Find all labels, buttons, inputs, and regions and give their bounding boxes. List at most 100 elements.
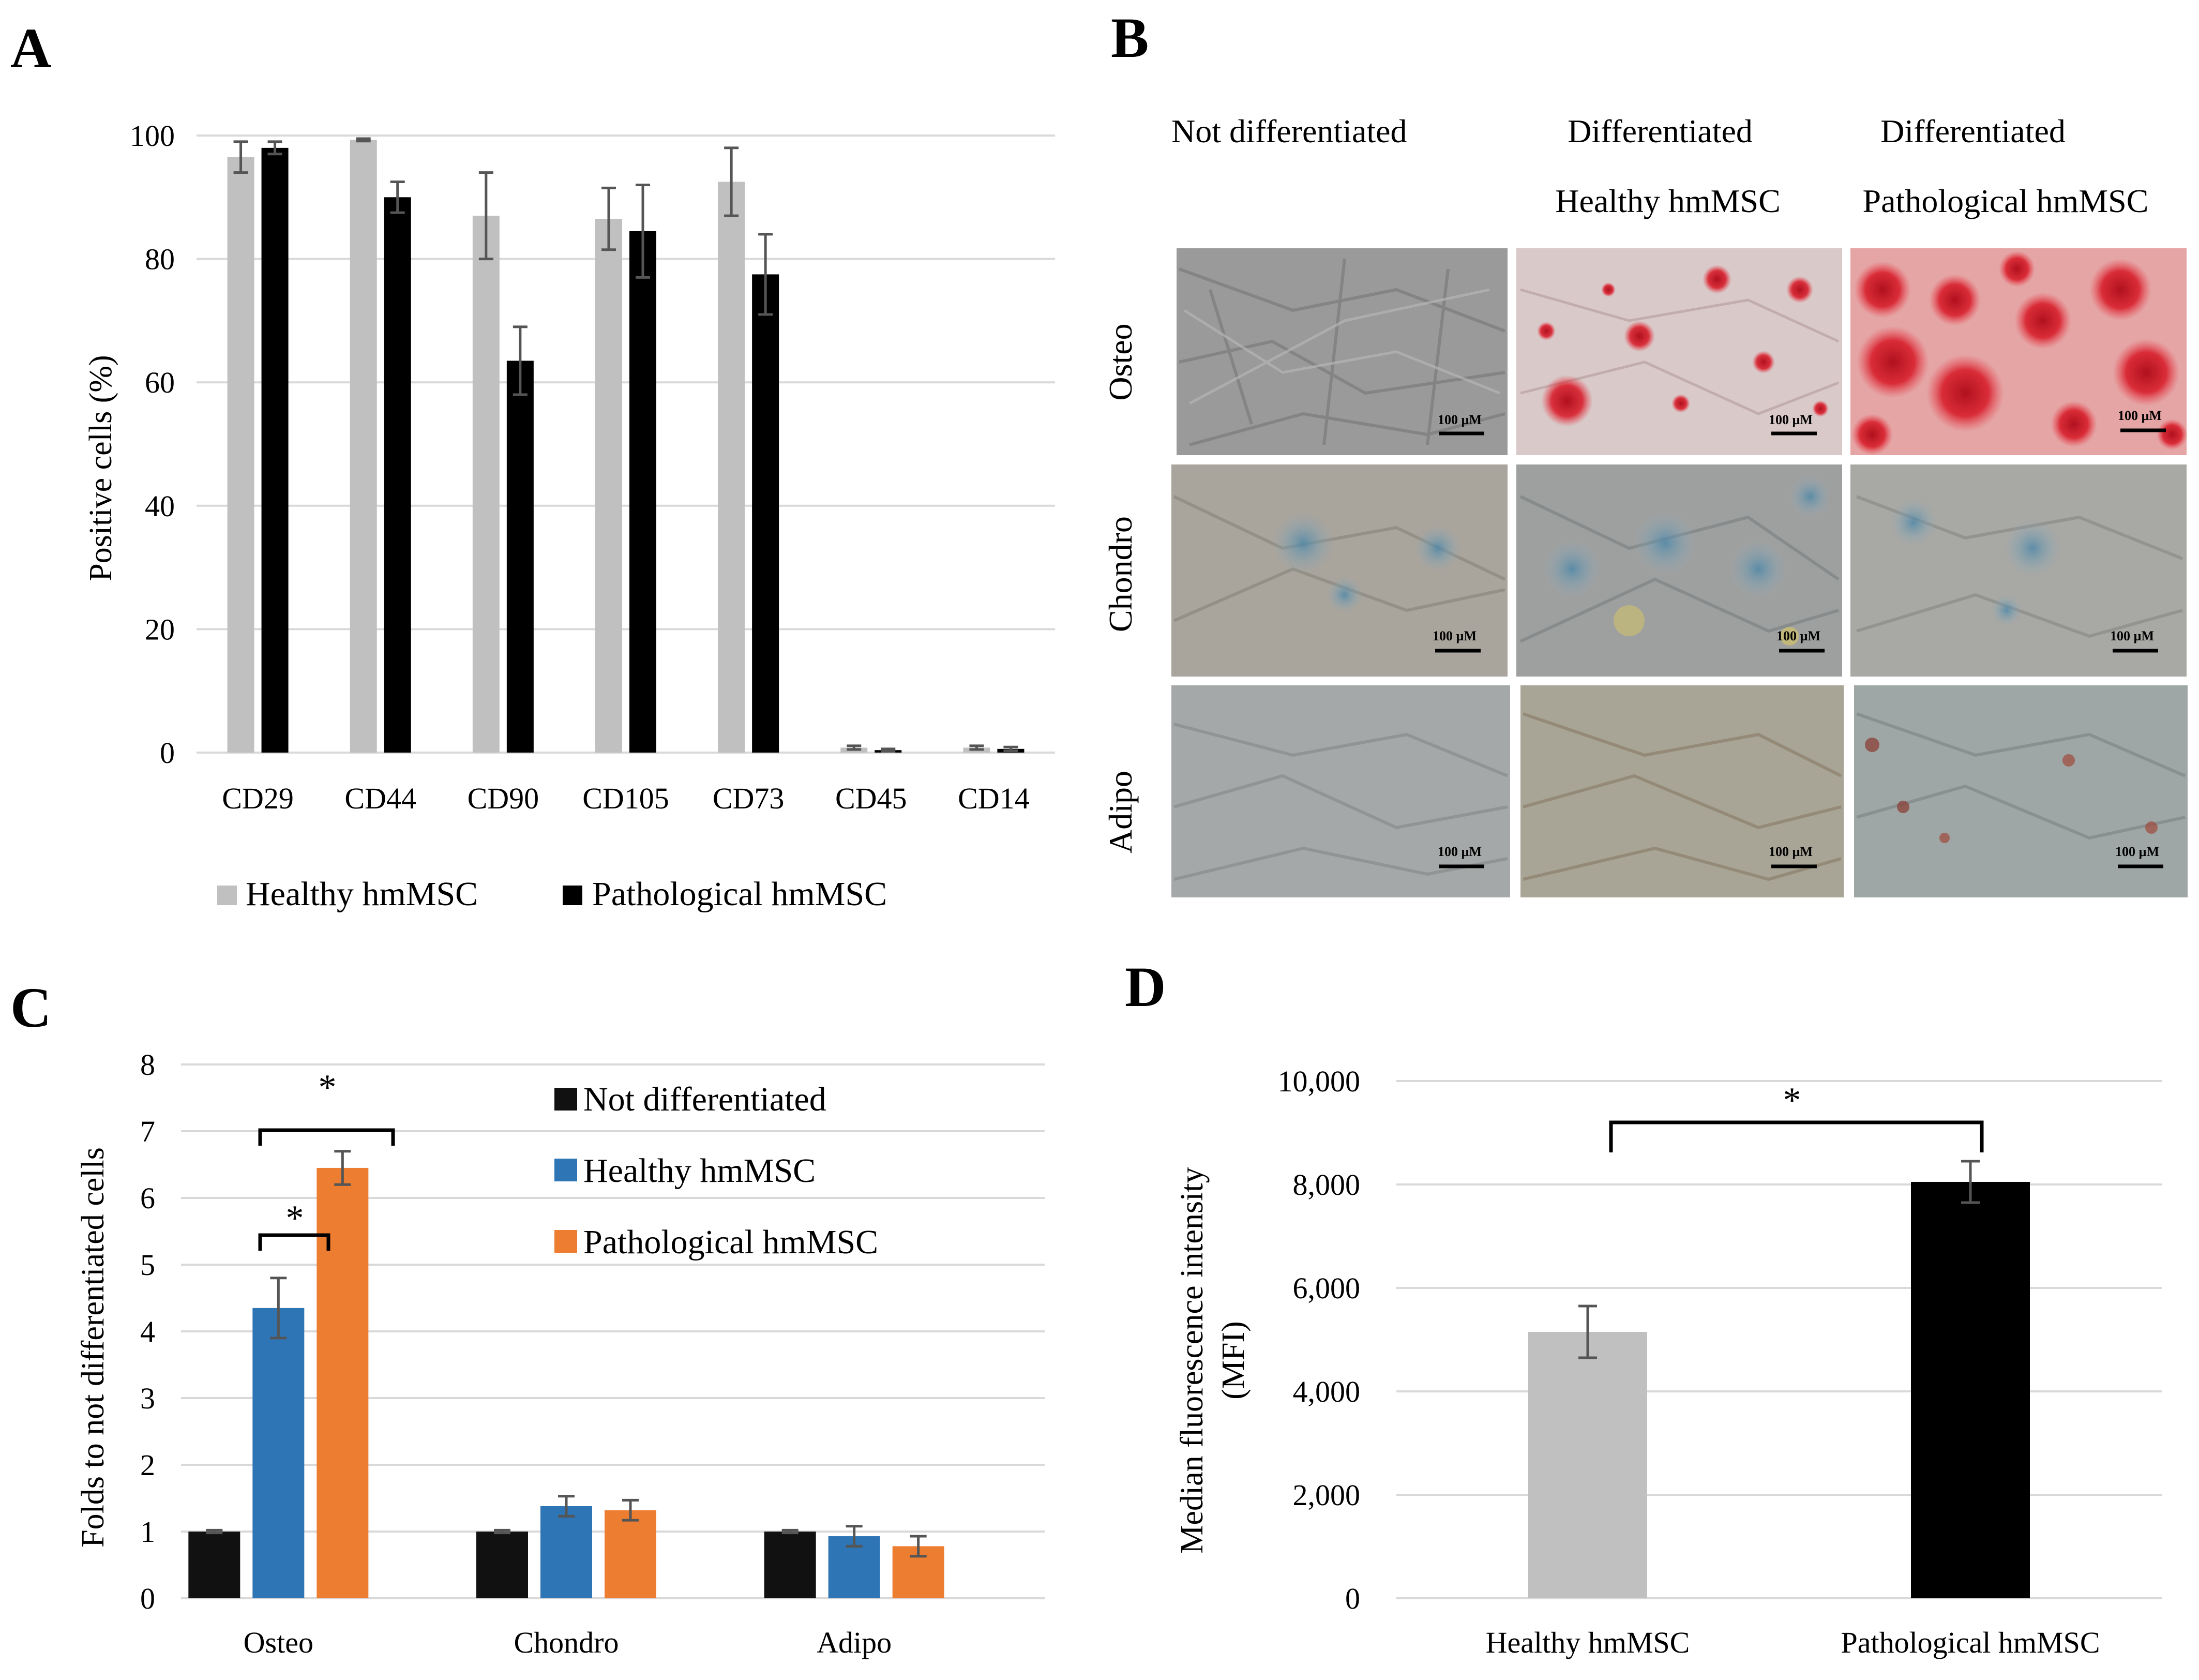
scale-label: 100 µM: [1438, 844, 1482, 859]
x-tick-label: CD29: [222, 782, 294, 815]
bar: [764, 1532, 816, 1598]
y-tick-label: 0: [160, 736, 175, 770]
x-tick-label: CD14: [958, 782, 1030, 815]
row-label-adipo: Adipo: [1102, 771, 1139, 853]
x-tick-label: CD105: [582, 782, 669, 815]
legend-swatch-not-differentiated: [554, 1088, 577, 1111]
panel-letter-c: C: [10, 976, 51, 1039]
x-tick-label: CD73: [713, 782, 785, 815]
y-tick-label: 0: [1345, 1582, 1360, 1615]
y-tick-label: 7: [140, 1115, 155, 1148]
significance-bracket: [258, 1233, 330, 1251]
y-tick-label: 10,000: [1278, 1064, 1361, 1098]
x-tick-label: Adipo: [817, 1626, 892, 1659]
panel-letter-a: A: [10, 17, 51, 80]
legend-swatch-pathological: [554, 1230, 577, 1253]
chart-a: 0 20 40 60 80 100 CD29 CD44 CD90 CD105 CD73 CD45 CD1…: [83, 119, 1055, 913]
y-tick-label: 0: [140, 1582, 155, 1615]
chart-c: 0 1 2 3 4 5 6 7 8 Osteo Chondro Adipo Folds to not …: [76, 1048, 1045, 1659]
y-tick-label: 100: [130, 119, 175, 153]
scale-label: 100 µM: [1438, 412, 1482, 427]
micrograph-chondro-healthy: [1516, 464, 1842, 677]
x-tick-label: Osteo: [244, 1626, 313, 1659]
bar: [350, 140, 377, 753]
bar: [476, 1532, 528, 1598]
y-tick-label: 4: [140, 1315, 155, 1348]
micrograph-chondro-pathological: [1850, 464, 2187, 677]
legend-swatch-healthy: [554, 1159, 577, 1181]
micrograph-osteo-pathological: [1850, 248, 2188, 455]
x-tick-label: Chondro: [514, 1626, 619, 1659]
scale-label: 100 µM: [2115, 844, 2159, 859]
bar: [317, 1167, 369, 1598]
significance-star: *: [1783, 1081, 1801, 1120]
bar: [261, 147, 289, 753]
significance-bracket: [258, 1128, 395, 1146]
significance-star: *: [319, 1068, 337, 1107]
col-header-3-line1: Differentiated: [1880, 113, 2066, 149]
scale-label: 100 µM: [1769, 412, 1813, 427]
chart-a-y-axis-label: Positive cells (%): [83, 355, 118, 581]
legend-label-healthy: Healthy hmMSC: [246, 875, 478, 913]
bar: [629, 231, 656, 753]
bar: [227, 157, 254, 753]
y-tick-label: 8: [140, 1048, 155, 1082]
y-tick-label: 2: [140, 1448, 155, 1482]
panel-letter-d: D: [1125, 955, 1166, 1018]
chart-c-y-axis-label: Folds to not differentiated cells: [76, 1147, 111, 1548]
y-tick-label: 1: [140, 1515, 155, 1549]
bar: [188, 1532, 240, 1598]
micrograph-osteo-healthy: [1516, 248, 1842, 455]
bar: [252, 1308, 305, 1598]
bar: [540, 1506, 592, 1598]
scale-label: 100 µM: [2110, 628, 2154, 643]
y-tick-label: 60: [145, 366, 175, 399]
micrograph-chondro-not-differentiated: [1171, 464, 1508, 677]
row-label-chondro: Chondro: [1102, 516, 1139, 632]
micrograph-adipo-healthy: [1520, 685, 1844, 897]
micrograph-osteo-not-differentiated: [1177, 248, 1508, 455]
significance-star: *: [286, 1198, 304, 1238]
bar: [1528, 1332, 1647, 1598]
y-tick-label: 6,000: [1293, 1271, 1361, 1305]
x-tick-label: CD45: [835, 782, 907, 815]
scale-bars: 100 µM 100 µM 100 µM 100 µM 100 µM 100 µ…: [1433, 408, 2166, 868]
bar: [595, 219, 622, 753]
legend-swatch-pathological: [563, 886, 582, 905]
y-tick-label: 20: [145, 612, 175, 646]
y-tick-label: 40: [145, 489, 175, 523]
micrograph-adipo-not-differentiated: [1171, 685, 1510, 897]
x-tick-label: CD44: [344, 782, 416, 815]
bar: [752, 274, 779, 753]
col-header-3-line2: Pathological hmMSC: [1863, 183, 2149, 219]
y-tick-label: 4,000: [1293, 1375, 1361, 1408]
chart-d-y-axis-label-line1: Median fluorescence intensity: [1174, 1167, 1210, 1553]
y-tick-label: 8,000: [1293, 1168, 1361, 1202]
y-tick-label: 5: [140, 1248, 155, 1282]
col-header-2-line2: Healthy hmMSC: [1555, 183, 1781, 219]
y-tick-label: 2,000: [1293, 1478, 1361, 1512]
y-tick-label: 3: [140, 1382, 155, 1415]
legend-swatch-healthy: [217, 886, 237, 905]
col-header-1-line1: Not differentiated: [1171, 113, 1407, 149]
scale-label: 100 µM: [1769, 844, 1813, 859]
legend-label-not-differentiated: Not differentiated: [583, 1081, 826, 1118]
chart-d-y-axis-label-line2: (MFI): [1216, 1321, 1251, 1400]
bar: [718, 182, 745, 753]
bar: [605, 1510, 656, 1598]
legend-label-pathological: Pathological hmMSC: [583, 1223, 878, 1261]
bar: [472, 216, 500, 753]
scale-label: 100 µM: [1776, 628, 1820, 643]
bar: [506, 361, 534, 753]
scale-label: 100 µM: [1433, 628, 1477, 643]
micrograph-adipo-pathological: [1854, 685, 2188, 897]
bar: [384, 197, 411, 753]
y-tick-label: 6: [140, 1181, 155, 1215]
legend-label-healthy: Healthy hmMSC: [583, 1152, 816, 1190]
significance-bracket: [1609, 1120, 1984, 1152]
col-header-2-line1: Differentiated: [1568, 113, 1753, 149]
x-tick-label: CD90: [468, 782, 539, 815]
panel-letter-b: B: [1111, 6, 1149, 69]
legend-label-pathological: Pathological hmMSC: [592, 875, 887, 913]
